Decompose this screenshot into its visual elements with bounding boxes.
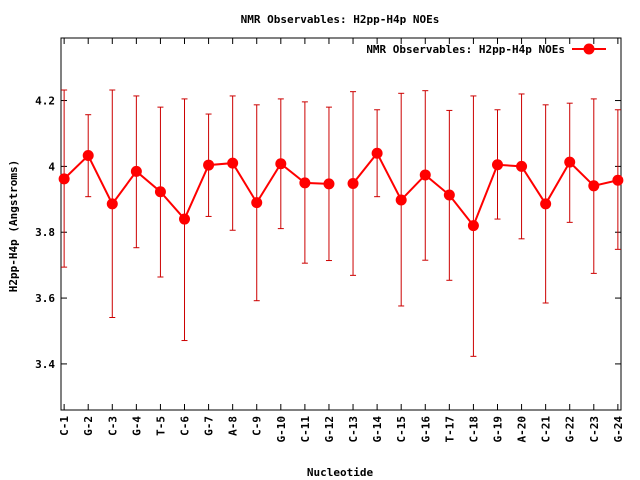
x-tick-label: G-2 [82,416,95,436]
legend-series-label: NMR Observables: H2pp-H4p NOEs [366,43,565,56]
y-tick-label: 4.2 [35,95,55,108]
x-axis-label: Nucleotide [307,466,374,479]
data-point [251,197,263,209]
data-point [323,178,335,190]
chart-title: NMR Observables: H2pp-H4p NOEs [241,13,440,26]
x-tick-label: A-8 [227,416,240,436]
series-line [352,151,619,228]
data-point [419,169,431,181]
data-point [82,150,94,162]
data-point [227,157,239,169]
legend: NMR Observables: H2pp-H4p NOEs [366,43,606,56]
data-point [491,159,503,171]
data-point [612,174,624,186]
x-tick-label: C-11 [299,416,312,443]
legend-series-marker [583,43,595,55]
x-tick-label: C-3 [106,416,119,436]
y-tick-label: 4 [48,160,55,173]
x-tick-label: G-22 [564,416,577,443]
x-tick-label: C-6 [179,416,192,436]
x-tick-label: C-13 [347,416,360,443]
x-tick-label: G-4 [130,416,143,436]
data-point [516,160,528,172]
plot-area: 3.4 3.6 3.8 4 4.2 C-1 G-2 C-3 G-4 T-5 C-6 G-7 A-8 C-9… [35,37,625,443]
x-tick-label: G-12 [323,416,336,443]
x-tick-label: A-20 [516,416,529,443]
data-point [179,213,191,225]
data-point [299,177,311,189]
x-tick-label: G-19 [491,416,504,443]
data-point [130,165,142,177]
data-point [395,194,407,206]
data-point [203,159,215,171]
data-point [106,198,118,210]
y-axis-label: H2pp-H4p (Angstroms) [7,160,20,292]
x-tick-label: G-16 [419,416,432,443]
data-point [347,178,359,190]
x-tick-label: G-7 [203,416,216,436]
x-tick-label: G-10 [275,416,288,443]
data-point [588,180,600,192]
x-tick-label: C-15 [395,416,408,443]
plot-frame [60,37,622,411]
data-point [275,158,287,170]
x-tick-label: G-24 [612,416,625,443]
x-tick-label: C-21 [540,416,553,443]
data-point [371,147,383,159]
y-tick-label: 3.8 [35,226,55,239]
x-tick-label: C-23 [588,416,601,443]
data-point [564,156,576,168]
x-tick-label: C-9 [251,416,264,436]
x-tick-label: C-1 [58,416,71,436]
series-line [63,153,330,221]
x-tick-label: C-18 [467,416,480,443]
data-point [58,173,70,185]
x-tick-label: T-5 [154,416,167,436]
data-point [154,186,166,198]
y-tick-label: 3.6 [35,292,55,305]
x-tick-label: G-14 [371,416,384,443]
data-point [467,220,479,232]
y-tick-label: 3.4 [35,358,55,371]
x-tick-label: T-17 [443,416,456,443]
data-point [540,198,552,210]
data-point [443,189,455,201]
